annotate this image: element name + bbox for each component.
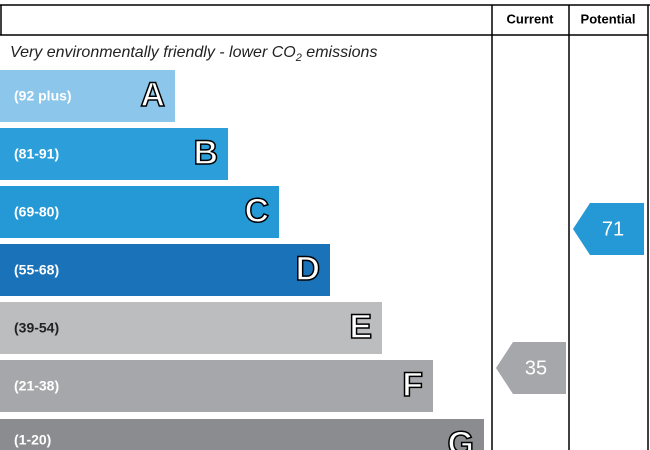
bands: (92 plus) A (81-91) B (69-80) C (55-68) … bbox=[0, 70, 484, 450]
band-letter: E bbox=[349, 308, 372, 346]
band-bar bbox=[0, 70, 175, 122]
band-bar bbox=[0, 360, 433, 412]
current-score: 35 bbox=[525, 357, 547, 379]
band-range: (69-80) bbox=[14, 204, 59, 220]
header-current: Current bbox=[507, 11, 555, 26]
band-range: (81-91) bbox=[14, 146, 59, 162]
potential-score: 71 bbox=[602, 218, 624, 240]
band-range: (39-54) bbox=[14, 320, 59, 336]
frame bbox=[0, 4, 650, 450]
band-range: (55-68) bbox=[14, 262, 59, 278]
band-letter: G bbox=[448, 425, 474, 450]
band-bar bbox=[0, 419, 484, 450]
band-bar bbox=[0, 128, 228, 180]
band-bar bbox=[0, 186, 279, 238]
header-potential: Potential bbox=[581, 11, 636, 26]
band-bar bbox=[0, 302, 382, 354]
band-range: (1-20) bbox=[14, 432, 51, 448]
current-arrow bbox=[496, 342, 566, 394]
subtitle: Very environmentally friendly - lower CO… bbox=[10, 44, 377, 64]
band-letter: D bbox=[295, 250, 320, 288]
band-letter: A bbox=[140, 76, 165, 114]
potential-arrow bbox=[573, 203, 644, 255]
band-range: (21-38) bbox=[14, 378, 59, 394]
band-bar bbox=[0, 244, 330, 296]
band-letter: F bbox=[402, 366, 423, 404]
band-letter: B bbox=[193, 134, 218, 172]
band-range: (92 plus) bbox=[14, 88, 72, 104]
band-letter: C bbox=[244, 192, 269, 230]
